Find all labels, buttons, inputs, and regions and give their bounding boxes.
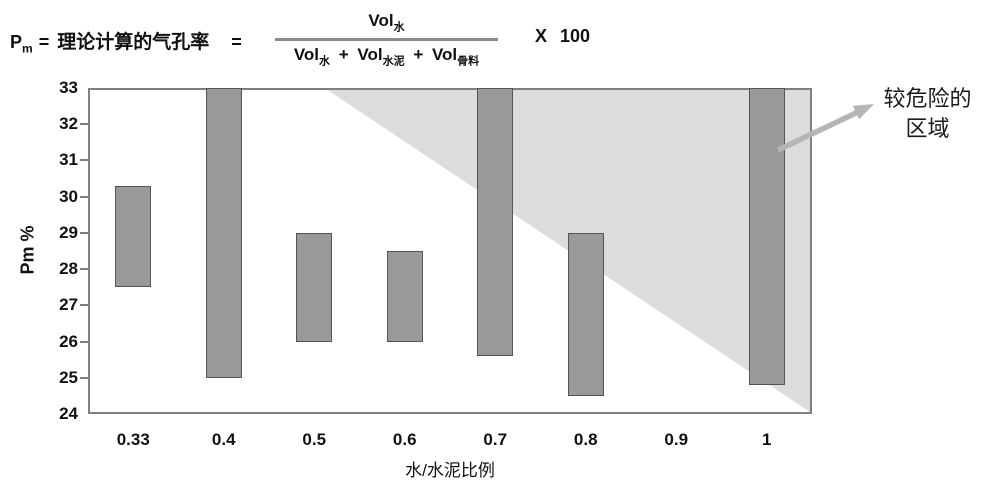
denominator-term: Vol水泥: [357, 45, 405, 68]
y-tick-mark: [80, 268, 88, 271]
danger-region: [327, 90, 810, 412]
denominator-term: Vol骨料: [431, 45, 480, 68]
range-bar-0.6: [386, 251, 423, 342]
x-tick-label: 0.33: [116, 430, 150, 449]
y-tick-mark: [80, 376, 88, 379]
danger-region-label: 较危险的 区域: [862, 84, 993, 144]
y-tick-label: 30: [59, 186, 78, 206]
range-bar-0.33: [115, 185, 152, 288]
equals-sign: =: [38, 32, 50, 52]
y-tick-mark: [80, 123, 88, 126]
y-tick-label: 28: [59, 259, 78, 279]
range-bar-0.7: [477, 88, 514, 357]
formula-denominator: Vol水 + Vol水泥 + Vol骨料: [255, 45, 518, 68]
x-tick-label: 0.9: [664, 430, 689, 449]
x-tick-label: 0.6: [392, 430, 417, 449]
y-tick-label: 33: [59, 78, 78, 97]
y-tick-mark: [80, 231, 88, 234]
plot-area: [88, 88, 812, 414]
y-tick-label: 29: [59, 222, 78, 242]
y-tick-mark: [80, 195, 88, 198]
plus-sign: +: [334, 45, 354, 64]
x-axis-title: 水/水泥比例: [405, 461, 495, 480]
formula-label: 理论计算的气孔率: [57, 32, 210, 53]
fraction-line: [275, 38, 498, 41]
x-tick-label: 0.4: [211, 430, 236, 449]
x-tick-label: 0.8: [573, 430, 598, 449]
range-bar-1: [748, 88, 785, 386]
y-tick-label: 31: [59, 150, 78, 170]
x-tick-label: 0.5: [302, 430, 327, 449]
danger-label-line2: 区域: [905, 116, 950, 141]
pm-symbol: Pm: [10, 32, 33, 56]
equals-sign-2: =: [231, 32, 242, 52]
porosity-formula-lhs: Pm = 理论计算的气孔率 =: [10, 27, 242, 56]
range-bar-0.5: [296, 232, 333, 342]
formula-numerator: Vol水: [368, 11, 405, 34]
range-bar-0.8: [567, 232, 604, 396]
y-tick-label: 32: [59, 114, 78, 134]
y-tick-mark: [80, 304, 88, 307]
plus-sign: +: [408, 45, 428, 64]
range-bar-0.4: [205, 88, 242, 378]
y-tick-label: 26: [59, 331, 78, 351]
formula-multiplier: X 100: [535, 26, 591, 46]
y-axis-title: Pm %: [17, 225, 38, 275]
y-tick-mark: [80, 340, 88, 343]
x-tick-label: 0.7: [483, 430, 508, 449]
y-tick-label: 27: [59, 295, 78, 315]
y-tick-label: 24: [59, 404, 78, 423]
y-tick-mark: [80, 159, 88, 162]
danger-label-line1: 较危险的: [883, 86, 972, 111]
x-tick-label: 1: [762, 430, 772, 449]
y-tick-label: 25: [59, 367, 78, 387]
denominator-term: Vol水: [293, 45, 331, 68]
